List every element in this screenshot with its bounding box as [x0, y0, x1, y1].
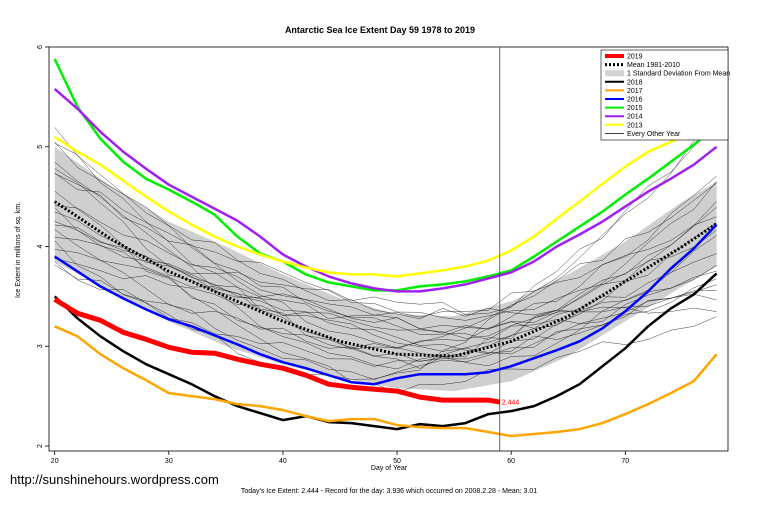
other-year-line	[54, 175, 717, 334]
footer-summary: Today's Ice Extent: 2.444 - Record for t…	[241, 488, 537, 495]
legend-label: Mean 1981-2010	[627, 62, 680, 69]
y-axis-label: Ice Extent in millions of sq. km.	[15, 202, 22, 298]
y-tick-label: 2	[37, 444, 44, 448]
x-tick-label: 20	[51, 458, 59, 465]
legend-label: 1 Standard Deviation From Mean	[627, 71, 730, 78]
x-tick-label: 70	[621, 458, 629, 465]
std-dev-band	[54, 146, 717, 392]
current-value-annotation: 2.444	[502, 400, 520, 407]
other-years-group	[54, 117, 717, 394]
other-year-line	[54, 141, 717, 320]
legend-label: Every Other Year	[627, 131, 681, 138]
other-year-line	[54, 182, 717, 350]
other-year-line	[54, 261, 717, 367]
legend-swatch	[605, 70, 624, 77]
legend-label: 2016	[627, 97, 643, 104]
other-year-line	[54, 235, 717, 367]
legend-label: 2018	[627, 79, 643, 86]
series-line-2013	[54, 123, 717, 278]
source-url: http://sunshinehours.wordpress.com	[10, 472, 219, 487]
other-year-line	[54, 127, 717, 357]
series-line-2017	[54, 325, 718, 438]
mean-line	[53, 200, 718, 358]
other-year-line	[54, 224, 717, 355]
y-tick-label: 6	[37, 45, 44, 49]
legend-label: 2014	[627, 114, 643, 121]
other-year-line	[54, 201, 717, 339]
x-axis-label: Day of Year	[371, 465, 408, 472]
x-tick-label: 30	[165, 458, 173, 465]
other-year-line	[54, 161, 717, 349]
other-year-line	[54, 173, 717, 340]
other-year-line	[54, 172, 717, 321]
series-line-2019	[53, 297, 501, 405]
legend-label: 2015	[627, 105, 643, 112]
series-line-2018	[53, 272, 718, 431]
y-tick-label: 3	[37, 344, 44, 348]
other-year-line	[54, 168, 717, 370]
series-line-2016	[54, 223, 718, 386]
highlighted-years-group	[53, 58, 718, 438]
plot-area-frame	[48, 46, 729, 452]
x-tick-label: 40	[279, 458, 287, 465]
y-tick-label: 5	[37, 145, 44, 149]
std-dev-band-group	[54, 146, 717, 392]
axes-group: 20 30 40 50 60 70 2 3 4 5 6	[37, 45, 629, 465]
legend-label: 2017	[627, 88, 643, 95]
chart-title: Antarctic Sea Ice Extent Day 59 1978 to …	[285, 25, 475, 35]
mean-line-group	[53, 200, 718, 358]
other-year-line	[54, 125, 717, 380]
y-tick-label: 4	[37, 244, 44, 248]
other-year-line	[54, 221, 717, 330]
x-tick-label: 50	[393, 458, 401, 465]
series-line-2014	[53, 87, 718, 293]
legend-label: 2013	[627, 122, 643, 129]
other-year-line	[54, 211, 717, 354]
other-year-line	[54, 229, 717, 380]
x-tick-label: 60	[507, 458, 515, 465]
other-year-line	[54, 142, 717, 369]
legend-label: 2019	[627, 54, 643, 61]
